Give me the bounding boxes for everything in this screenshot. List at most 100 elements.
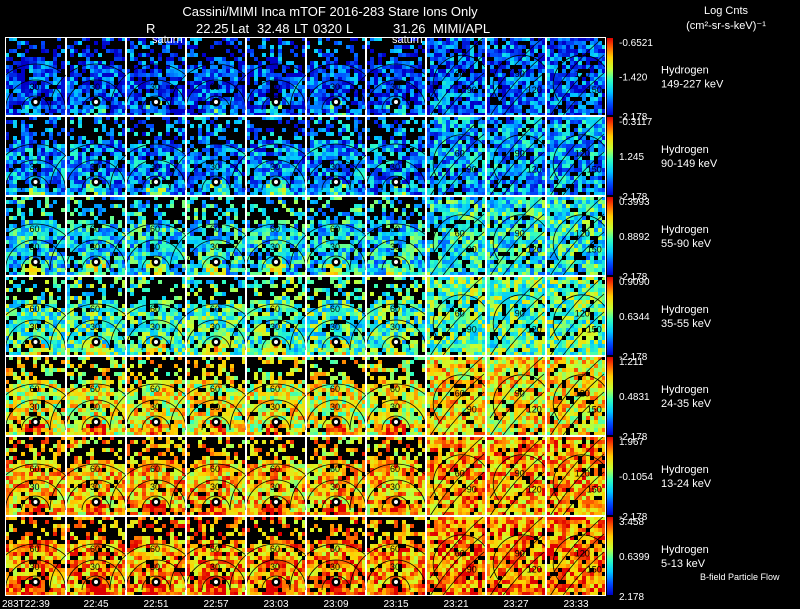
heatmap-pixel — [478, 53, 482, 57]
heatmap-pixel — [70, 160, 74, 164]
heatmap-pixel — [478, 105, 482, 109]
heatmap-pixel — [150, 172, 154, 176]
heatmap-pixel — [570, 77, 574, 81]
heatmap-pixel — [298, 77, 302, 81]
heatmap-pixel — [266, 73, 270, 77]
heatmap-pixel — [102, 105, 106, 109]
heatmap-pixel — [226, 69, 230, 73]
heatmap-pixel — [218, 73, 222, 77]
contour-label: 30 — [270, 82, 280, 92]
heatmap-pixel — [118, 53, 122, 57]
heatmap-pixel — [358, 77, 362, 81]
heatmap-pixel — [378, 89, 382, 93]
heatmap-pixel — [526, 101, 530, 105]
heatmap-pixel — [526, 57, 530, 61]
heatmap-pixel — [33, 156, 37, 160]
heatmap-pixel — [114, 113, 118, 115]
heatmap-pixel — [478, 49, 482, 53]
heatmap-pixel — [53, 120, 57, 124]
heatmap-pixel — [82, 113, 86, 115]
heatmap-pixel — [182, 61, 185, 65]
heatmap-pixel — [194, 45, 198, 49]
heatmap-pixel — [286, 109, 290, 113]
heatmap-pixel — [590, 49, 594, 53]
heatmap-pixel — [398, 53, 402, 57]
heatmap-pixel — [274, 109, 278, 113]
heatmap-pixel — [318, 93, 322, 97]
heatmap-pixel — [86, 49, 90, 53]
heatmap-pixel — [45, 176, 49, 180]
heatmap-pixel — [41, 113, 45, 115]
heatmap-pixel — [130, 176, 134, 180]
heatmap-pixel — [178, 120, 182, 124]
heatmap-pixel — [450, 73, 454, 77]
heatmap-pixel — [230, 148, 234, 152]
lt-value: 0320 — [313, 21, 342, 36]
heatmap-pixel — [226, 85, 230, 89]
heatmap-pixel — [182, 160, 185, 164]
heatmap-pixel — [438, 89, 442, 93]
heatmap-pixel — [430, 61, 434, 65]
heatmap-pixel — [198, 152, 202, 156]
heatmap-pixel — [206, 73, 210, 77]
heatmap-pixel — [194, 93, 198, 97]
heatmap-pixel — [170, 53, 174, 57]
heatmap-pixel — [9, 105, 13, 109]
heatmap-pixel — [222, 73, 226, 77]
heatmap-pixel — [562, 85, 566, 89]
contour-label: 30 — [150, 82, 160, 92]
heatmap-pixel — [510, 77, 514, 81]
heatmap-pixel — [598, 65, 602, 69]
heatmap-pixel — [326, 93, 330, 97]
heatmap-pixel — [510, 61, 514, 65]
heatmap-pixel — [462, 109, 466, 113]
heatmap-pixel — [70, 120, 74, 124]
heatmap-pixel — [206, 148, 210, 152]
heatmap-pixel — [526, 61, 530, 65]
heatmap-pixel — [98, 109, 102, 113]
heatmap-pixel — [446, 85, 450, 89]
heatmap-pixel — [354, 61, 358, 65]
heatmap-pixel — [242, 85, 245, 89]
heatmap-pixel — [45, 152, 49, 156]
heatmap-pixel — [106, 132, 110, 136]
heatmap-pixel — [110, 77, 114, 81]
heatmap-pixel — [142, 192, 146, 195]
heatmap-pixel — [29, 124, 33, 128]
heatmap-pixel — [41, 180, 45, 184]
heatmap-pixel — [190, 176, 194, 180]
heatmap-pixel — [61, 49, 65, 53]
heatmap-pixel — [57, 109, 61, 113]
heatmap-pixel — [402, 89, 406, 93]
heatmap-pixel — [318, 89, 322, 93]
heatmap-pixel — [474, 73, 478, 77]
heatmap-pixel — [222, 105, 226, 109]
heatmap-pixel — [294, 73, 298, 77]
heatmap-pixel — [298, 73, 302, 77]
heatmap-pixel — [41, 85, 45, 89]
heatmap-pixel — [222, 180, 226, 184]
heatmap-pixel — [182, 105, 185, 109]
heatmap-pixel — [78, 172, 82, 176]
heatmap-pixel — [302, 53, 305, 57]
heatmap-pixel — [574, 49, 578, 53]
heatmap-pixel — [562, 89, 566, 93]
heatmap-pixel — [190, 156, 194, 160]
heatmap-pixel — [17, 89, 21, 93]
heatmap-pixel — [170, 61, 174, 65]
heatmap-pixel — [102, 168, 106, 172]
saturn-center — [214, 100, 218, 104]
contour-label: 30 — [210, 162, 220, 172]
heatmap-pixel — [554, 101, 558, 105]
heatmap-pixel — [406, 69, 410, 73]
heatmap-pixel — [190, 152, 194, 156]
heatmap-pixel — [446, 77, 450, 81]
heatmap-pixel — [230, 69, 234, 73]
heatmap-pixel — [226, 168, 230, 172]
heatmap-pixel — [138, 188, 142, 192]
heatmap-pixel — [482, 41, 485, 45]
heatmap-pixel — [242, 113, 245, 115]
heatmap-pixel — [502, 85, 506, 89]
heatmap-pixel — [134, 93, 138, 97]
heatmap-pixel — [13, 113, 17, 115]
